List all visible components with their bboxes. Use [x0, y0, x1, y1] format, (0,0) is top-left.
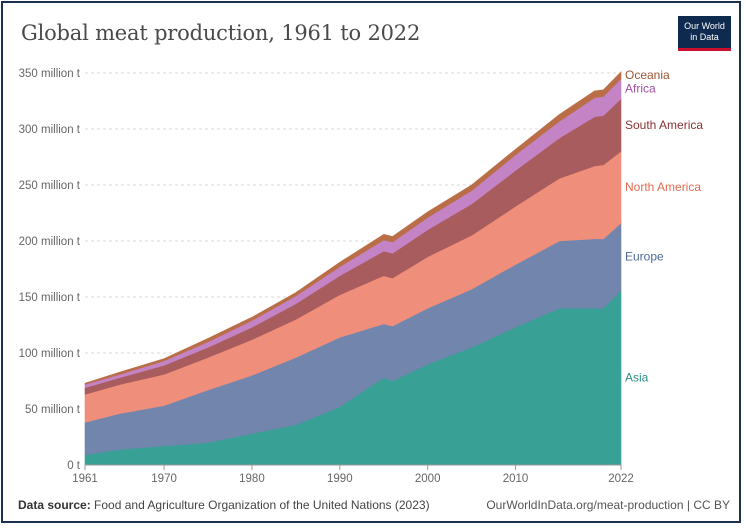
- series-label-europe: Europe: [625, 250, 664, 264]
- chart-title: Global meat production, 1961 to 2022: [21, 21, 421, 45]
- y-tick-label: 50 million t: [25, 404, 81, 416]
- series-label-asia: Asia: [625, 371, 649, 385]
- data-source-label: Data source:: [18, 498, 91, 512]
- series-areas: [84, 71, 622, 466]
- series-label-north-america: North America: [625, 180, 701, 194]
- y-axis: 0 t 50 million t 100 million t 150 million …: [19, 68, 81, 472]
- x-tick-label: 2010: [503, 473, 529, 485]
- x-tick-label: 1980: [239, 473, 265, 485]
- area-oceania: [84, 71, 622, 385]
- x-tick-label: 2022: [608, 473, 634, 485]
- data-source: Data source: Food and Agriculture Organi…: [18, 498, 430, 512]
- x-tick-label: 2000: [415, 473, 441, 485]
- logo-accent-bar: [678, 48, 731, 51]
- y-tick-label: 0 t: [67, 460, 81, 472]
- y-tick-label: 150 million t: [19, 292, 81, 304]
- series-label-africa: Africa: [625, 82, 656, 96]
- owid-logo[interactable]: Our World in Data: [678, 16, 731, 51]
- y-tick-label: 350 million t: [19, 68, 81, 80]
- series-label-oceania: Oceania: [625, 68, 670, 82]
- y-tick-label: 300 million t: [19, 124, 81, 136]
- y-tick-label: 250 million t: [19, 180, 81, 192]
- x-tick-label: 1990: [327, 473, 353, 485]
- logo-line-2: in Data: [690, 32, 719, 42]
- source-url-link[interactable]: OurWorldInData.org/meat-production | CC …: [486, 498, 730, 512]
- x-tick-label: 1961: [72, 473, 98, 485]
- series-label-south-america: South America: [625, 118, 703, 132]
- x-axis: 1961 1970 1980 1990 2000 2010 2022: [72, 464, 634, 485]
- series-labels: Asia Europe North America South America Afri…: [625, 68, 703, 384]
- data-source-text: Food and Agriculture Organization of the…: [94, 498, 430, 512]
- y-tick-label: 200 million t: [19, 236, 81, 248]
- logo-line-1: Our World: [684, 21, 725, 31]
- y-tick-label: 100 million t: [19, 348, 81, 360]
- x-tick-label: 1970: [151, 473, 177, 485]
